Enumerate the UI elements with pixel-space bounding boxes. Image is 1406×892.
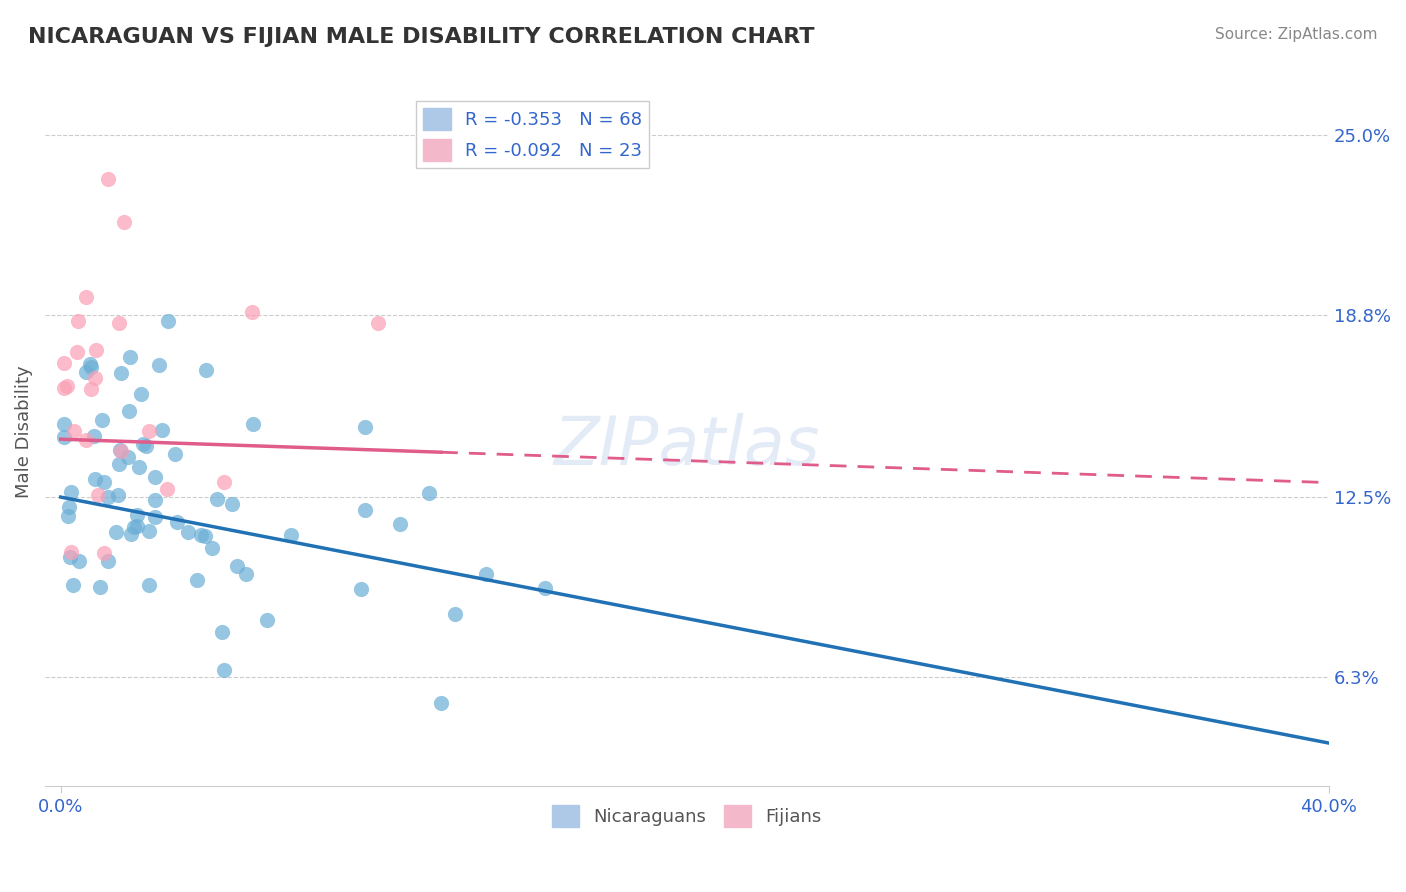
Point <box>389 516 412 531</box>
Point <box>52 417 75 431</box>
Point <box>120 351 142 365</box>
Point <box>212 475 235 489</box>
Point <box>354 420 377 434</box>
Point <box>256 613 278 627</box>
Point <box>129 386 152 401</box>
Point <box>117 403 139 417</box>
Point <box>138 524 160 539</box>
Point <box>235 567 257 582</box>
Point <box>93 475 115 490</box>
Point <box>59 545 82 559</box>
Point <box>87 488 110 502</box>
Point <box>83 472 105 486</box>
Point <box>75 365 97 379</box>
Point <box>108 316 131 330</box>
Point <box>221 497 243 511</box>
Text: ZIPatlas: ZIPatlas <box>554 413 820 479</box>
Point <box>97 490 120 504</box>
Point <box>120 527 142 541</box>
Point <box>84 371 107 385</box>
Point <box>430 696 453 710</box>
Point <box>132 437 155 451</box>
Point <box>190 528 212 542</box>
Point <box>79 358 101 372</box>
Point <box>211 624 233 639</box>
Point <box>533 581 555 595</box>
Point <box>59 485 82 500</box>
Point <box>157 314 180 328</box>
Point <box>90 413 112 427</box>
Point <box>108 457 131 471</box>
Point <box>56 508 79 523</box>
Point <box>127 518 149 533</box>
Point <box>212 663 235 677</box>
Point <box>52 356 75 370</box>
Point <box>135 438 157 452</box>
Point <box>128 459 150 474</box>
Point <box>84 343 107 358</box>
Point <box>52 430 75 444</box>
Text: NICARAGUAN VS FIJIAN MALE DISABILITY CORRELATION CHART: NICARAGUAN VS FIJIAN MALE DISABILITY COR… <box>28 27 814 46</box>
Point <box>125 508 148 523</box>
Point <box>112 215 135 229</box>
Point <box>177 524 200 539</box>
Point <box>163 447 186 461</box>
Point <box>418 486 440 500</box>
Point <box>122 520 145 534</box>
Point <box>63 424 86 438</box>
Point <box>280 528 302 542</box>
Point <box>65 345 87 359</box>
Point <box>55 379 77 393</box>
Point <box>444 607 467 622</box>
Point <box>75 290 97 304</box>
Point <box>186 573 208 587</box>
Point <box>104 524 127 539</box>
Point <box>59 549 82 564</box>
Point <box>143 510 166 524</box>
Point <box>62 578 84 592</box>
Point <box>93 546 115 560</box>
Point <box>194 529 217 543</box>
Point <box>474 567 496 582</box>
Y-axis label: Male Disability: Male Disability <box>15 366 32 499</box>
Point <box>89 580 111 594</box>
Point <box>350 582 373 596</box>
Point <box>138 578 160 592</box>
Point <box>117 450 139 464</box>
Point <box>75 433 97 447</box>
Point <box>150 423 173 437</box>
Point <box>367 317 389 331</box>
Point <box>143 492 166 507</box>
Point <box>138 424 160 438</box>
Legend: Nicaraguans, Fijians: Nicaraguans, Fijians <box>544 797 830 834</box>
Point <box>353 503 375 517</box>
Point <box>110 443 132 458</box>
Point <box>207 492 229 507</box>
Point <box>242 417 264 432</box>
Point <box>97 171 120 186</box>
Text: Source: ZipAtlas.com: Source: ZipAtlas.com <box>1215 27 1378 42</box>
Point <box>148 358 170 372</box>
Point <box>143 470 166 484</box>
Point <box>195 363 218 377</box>
Point <box>108 442 131 457</box>
Point <box>80 359 103 374</box>
Point <box>67 554 90 568</box>
Point <box>52 381 75 395</box>
Point <box>225 558 247 573</box>
Point <box>80 382 103 396</box>
Point <box>66 313 89 327</box>
Point <box>201 541 224 555</box>
Point <box>110 367 132 381</box>
Point <box>155 483 177 497</box>
Point <box>166 515 188 529</box>
Point <box>240 305 263 319</box>
Point <box>58 500 80 515</box>
Point <box>83 429 105 443</box>
Point <box>107 488 129 502</box>
Point <box>96 553 118 567</box>
